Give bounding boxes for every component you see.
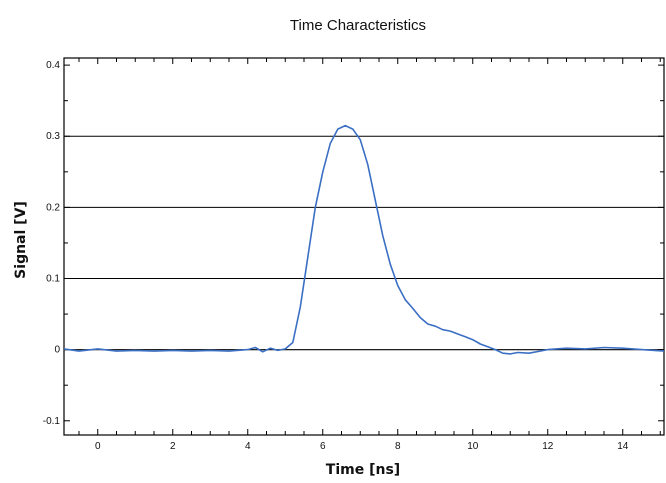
y-tick-label: 0.4	[46, 60, 60, 71]
y-tick-label: -0.1	[43, 416, 61, 427]
x-tick-label: 2	[170, 441, 176, 452]
y-tick-label: 0.2	[46, 202, 60, 213]
signal-line	[63, 124, 665, 355]
y-tick-label: 0.1	[46, 274, 60, 285]
plot-frame	[63, 57, 665, 436]
series-layer	[63, 124, 665, 355]
axis-ticks	[64, 58, 664, 435]
tick-labels: 0 2 4 6 8 10 12 14 -0.1 0 0.1 0.2 0.3 0.4	[43, 60, 629, 452]
chart-title: Time Characteristics	[290, 17, 426, 34]
x-tick-label: 8	[395, 441, 401, 452]
x-tick-label: 14	[617, 441, 629, 452]
x-tick-label: 0	[95, 441, 101, 452]
x-tick-label: 4	[245, 441, 251, 452]
grid-lines	[64, 135, 664, 351]
y-tick-label: 0.3	[46, 131, 60, 142]
y-tick-label: 0	[54, 345, 60, 356]
x-tick-label: 6	[320, 441, 326, 452]
x-tick-label: 10	[467, 441, 479, 452]
y-axis-title: Signal [V]	[13, 201, 29, 279]
x-tick-label: 12	[542, 441, 554, 452]
x-axis-title: Time [ns]	[326, 462, 400, 478]
